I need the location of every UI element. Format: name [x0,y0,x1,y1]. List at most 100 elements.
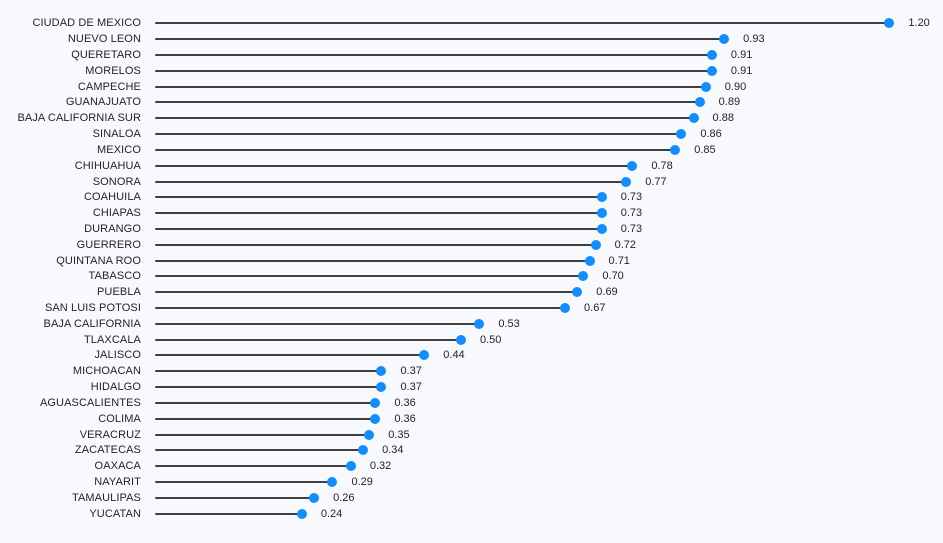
dot-marker[interactable] [376,366,387,377]
lollipop-row: COAHUILA 0.73 [0,189,943,205]
category-label: YUCATAN [89,507,141,520]
category-label: SINALOA [92,128,141,141]
category-label: GUERRERO [76,238,141,251]
lollipop-row: NUEVO LEON 0.93 [0,31,943,47]
stem-line [155,117,694,120]
category-label: CIUDAD DE MEXICO [32,17,141,30]
dot-marker[interactable] [370,413,381,424]
lollipop-row: AGUASCALIENTES 0.36 [0,395,943,411]
stem-line [155,354,425,357]
stem-line [155,322,480,325]
dot-marker[interactable] [456,334,466,345]
stem-line [155,338,461,341]
value-label: 0.89 [718,96,741,109]
dot-marker[interactable] [296,508,307,519]
lollipop-row: DURANGO 0.73 [0,221,943,237]
value-label: 0.91 [730,64,753,77]
value-label: 0.91 [730,49,753,62]
value-label: 0.71 [608,254,630,267]
dot-marker[interactable] [474,318,485,329]
stem-line [155,180,627,183]
value-label: 0.78 [651,159,673,172]
lollipop-row: CAMPECHE 0.90 [0,79,943,95]
stem-line [155,212,602,215]
lollipop-row: YUCATAN 0.24 [0,506,943,522]
lollipop-row: COLIMA 0.36 [0,411,943,427]
dot-marker[interactable] [370,397,381,408]
dot-marker[interactable] [688,113,699,124]
stem-line [155,164,633,167]
stem-line [155,480,333,483]
lollipop-row: GUERRERO 0.72 [0,237,943,253]
stem-line [155,370,382,373]
category-label: MORELOS [85,64,141,77]
category-label: NAYARIT [94,475,141,488]
stem-line [155,433,370,436]
dot-marker[interactable] [358,445,369,456]
value-label: 1.20 [908,17,930,30]
lollipop-row: MICHOACAN 0.37 [0,363,943,379]
dot-marker[interactable] [364,429,375,440]
lollipop-row: TAMAULIPAS 0.26 [0,490,943,506]
stem-line [155,275,584,278]
lollipop-row: SAN LUIS POTOSI 0.67 [0,300,943,316]
dot-marker[interactable] [596,192,607,203]
lollipop-row: NAYARIT 0.29 [0,474,943,490]
dot-marker[interactable] [376,382,387,393]
stem-line [155,133,682,136]
dot-marker[interactable] [884,18,895,29]
lollipop-row: MORELOS 0.91 [0,63,943,79]
dot-marker[interactable] [621,176,632,187]
category-label: COAHUILA [83,191,141,204]
value-label: 0.37 [400,381,422,394]
value-label: 0.72 [614,238,637,251]
dot-marker[interactable] [627,160,638,171]
category-label: TLAXCALA [83,333,141,346]
chart-plot-area: CIUDAD DE MEXICO 1.20 NUEVO LEON 0.93 QUERET… [0,16,943,522]
category-label: PUEBLA [96,286,141,299]
lollipop-row: HIDALGO 0.37 [0,379,943,395]
dot-marker[interactable] [706,50,717,61]
stem-line [155,101,700,104]
category-label: CAMPECHE [77,80,141,93]
category-label: GUANAJUATO [65,96,141,109]
dot-marker[interactable] [719,34,730,45]
value-label: 0.67 [584,302,606,315]
dot-marker[interactable] [706,65,717,76]
stem-line [155,196,602,199]
category-label: COLIMA [98,412,141,425]
dot-marker[interactable] [327,476,338,487]
dot-marker[interactable] [572,287,583,298]
lollipop-row: JALISCO 0.44 [0,348,943,364]
stem-line [155,243,596,246]
dot-marker[interactable] [596,223,607,234]
category-label: QUERETARO [71,49,141,62]
category-label: AGUASCALIENTES [39,396,141,409]
value-label: 0.37 [400,365,422,378]
lollipop-row: VERACRUZ 0.35 [0,427,943,443]
dot-marker[interactable] [419,350,430,361]
category-label: TAMAULIPAS [71,491,141,504]
dot-marker[interactable] [309,492,320,503]
dot-marker[interactable] [590,239,601,250]
dot-marker[interactable] [560,303,571,314]
category-label: QUINTANA ROO [56,254,141,267]
value-label: 0.26 [333,491,355,504]
stem-line [155,54,712,57]
dot-marker[interactable] [345,461,356,472]
lollipop-row: SONORA 0.77 [0,174,943,190]
dot-marker[interactable] [596,208,607,219]
dot-marker[interactable] [694,97,705,108]
dot-marker[interactable] [670,144,681,155]
stem-line [155,69,712,72]
value-label: 0.44 [443,349,465,362]
dot-marker[interactable] [578,271,589,282]
stem-line [155,148,676,151]
value-label: 0.32 [369,460,392,473]
dot-marker[interactable] [700,81,711,92]
value-label: 0.86 [700,128,722,141]
lollipop-row: ZACATECAS 0.34 [0,442,943,458]
dot-marker[interactable] [676,129,687,140]
dot-marker[interactable] [584,255,595,266]
stem-line [155,259,590,262]
